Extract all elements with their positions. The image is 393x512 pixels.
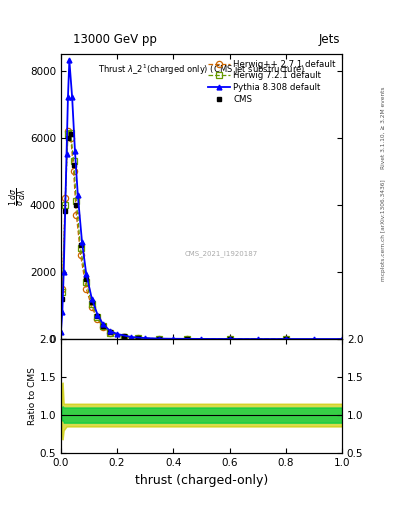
Herwig 7.2.1 default bbox=[101, 323, 105, 329]
Herwig 7.2.1 default bbox=[68, 130, 73, 136]
Pythia 8.308 default bbox=[157, 335, 162, 342]
Pythia 8.308 default bbox=[255, 336, 260, 342]
Y-axis label: Ratio to CMS: Ratio to CMS bbox=[28, 367, 37, 425]
Pythia 8.308 default bbox=[199, 336, 204, 342]
Herwig 7.2.1 default bbox=[283, 336, 288, 342]
Herwig++ 2.7.1 default bbox=[74, 212, 79, 218]
X-axis label: thrust (charged-only): thrust (charged-only) bbox=[135, 474, 268, 486]
Pythia 8.308 default bbox=[61, 269, 66, 275]
Herwig 7.2.1 default bbox=[60, 289, 65, 295]
Herwig 7.2.1 default bbox=[227, 336, 232, 342]
Herwig 7.2.1 default bbox=[90, 301, 94, 307]
Text: CMS_2021_I1920187: CMS_2021_I1920187 bbox=[184, 250, 258, 257]
Herwig++ 2.7.1 default bbox=[66, 128, 70, 134]
Herwig 7.2.1 default bbox=[136, 335, 141, 341]
Line: Herwig 7.2.1 default: Herwig 7.2.1 default bbox=[59, 130, 289, 342]
Line: Herwig++ 2.7.1 default: Herwig++ 2.7.1 default bbox=[59, 128, 289, 342]
Herwig++ 2.7.1 default bbox=[283, 336, 288, 342]
Herwig++ 2.7.1 default bbox=[122, 334, 127, 340]
Herwig 7.2.1 default bbox=[122, 333, 127, 339]
Text: Jets: Jets bbox=[318, 33, 340, 46]
Text: mcplots.cern.ch [arXiv:1306.3436]: mcplots.cern.ch [arXiv:1306.3436] bbox=[381, 180, 386, 281]
Herwig++ 2.7.1 default bbox=[63, 195, 68, 201]
Pythia 8.308 default bbox=[340, 336, 344, 342]
Herwig++ 2.7.1 default bbox=[101, 324, 105, 330]
Herwig 7.2.1 default bbox=[157, 336, 162, 342]
Herwig++ 2.7.1 default bbox=[71, 168, 76, 174]
Pythia 8.308 default bbox=[311, 336, 316, 342]
Pythia 8.308 default bbox=[95, 311, 100, 317]
Herwig 7.2.1 default bbox=[63, 202, 68, 208]
Pythia 8.308 default bbox=[66, 94, 70, 100]
Herwig 7.2.1 default bbox=[78, 245, 83, 251]
Line: Pythia 8.308 default: Pythia 8.308 default bbox=[59, 58, 344, 342]
Pythia 8.308 default bbox=[73, 148, 77, 154]
Pythia 8.308 default bbox=[115, 331, 119, 337]
Pythia 8.308 default bbox=[90, 295, 94, 302]
Text: Thrust $\lambda\_2^1$(charged only) (CMS jet substructure): Thrust $\lambda\_2^1$(charged only) (CMS… bbox=[98, 62, 305, 77]
Pythia 8.308 default bbox=[143, 335, 148, 341]
Herwig 7.2.1 default bbox=[185, 336, 190, 342]
Pythia 8.308 default bbox=[59, 329, 63, 335]
Herwig++ 2.7.1 default bbox=[157, 336, 162, 342]
Pythia 8.308 default bbox=[64, 152, 69, 158]
Text: Rivet 3.1.10, ≥ 3.2M events: Rivet 3.1.10, ≥ 3.2M events bbox=[381, 87, 386, 169]
Herwig 7.2.1 default bbox=[71, 158, 76, 164]
Herwig++ 2.7.1 default bbox=[84, 286, 88, 292]
Pythia 8.308 default bbox=[171, 336, 176, 342]
Herwig++ 2.7.1 default bbox=[227, 336, 232, 342]
Herwig 7.2.1 default bbox=[95, 314, 100, 321]
Herwig 7.2.1 default bbox=[84, 279, 88, 285]
Herwig 7.2.1 default bbox=[108, 330, 112, 336]
Legend: Herwig++ 2.7.1 default, Herwig 7.2.1 default, Pythia 8.308 default, CMS: Herwig++ 2.7.1 default, Herwig 7.2.1 def… bbox=[207, 58, 338, 105]
Herwig++ 2.7.1 default bbox=[136, 335, 141, 342]
Pythia 8.308 default bbox=[75, 191, 80, 198]
Herwig++ 2.7.1 default bbox=[108, 330, 112, 336]
Pythia 8.308 default bbox=[283, 336, 288, 342]
Herwig 7.2.1 default bbox=[66, 131, 70, 137]
Pythia 8.308 default bbox=[101, 321, 105, 327]
Herwig 7.2.1 default bbox=[74, 198, 79, 204]
Herwig++ 2.7.1 default bbox=[78, 252, 83, 258]
Text: 13000 GeV pp: 13000 GeV pp bbox=[73, 33, 156, 46]
Pythia 8.308 default bbox=[227, 336, 232, 342]
Pythia 8.308 default bbox=[108, 328, 112, 334]
Pythia 8.308 default bbox=[67, 57, 72, 63]
Herwig++ 2.7.1 default bbox=[60, 286, 65, 292]
Herwig++ 2.7.1 default bbox=[95, 316, 100, 322]
Y-axis label: $\frac{1}{\sigma}\frac{d\sigma}{d\lambda}$: $\frac{1}{\sigma}\frac{d\sigma}{d\lambda… bbox=[7, 187, 29, 206]
Pythia 8.308 default bbox=[60, 309, 65, 315]
Pythia 8.308 default bbox=[80, 239, 84, 245]
Herwig++ 2.7.1 default bbox=[68, 135, 73, 141]
Herwig++ 2.7.1 default bbox=[185, 336, 190, 342]
Pythia 8.308 default bbox=[84, 270, 88, 276]
Herwig++ 2.7.1 default bbox=[90, 304, 94, 310]
Pythia 8.308 default bbox=[70, 94, 75, 100]
Pythia 8.308 default bbox=[129, 334, 134, 340]
